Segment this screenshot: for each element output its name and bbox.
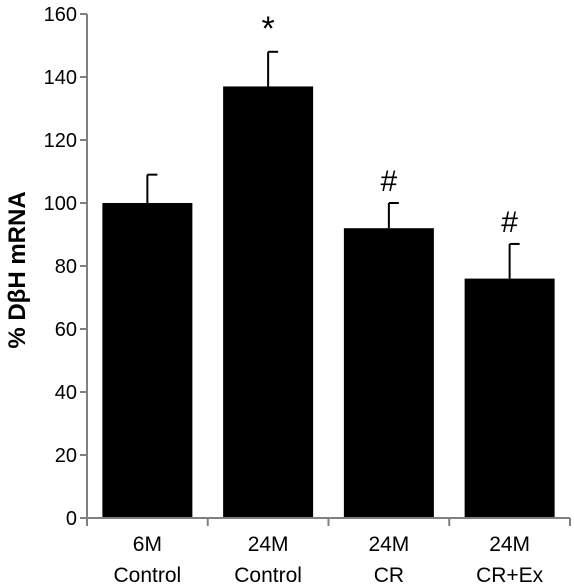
significance-marker-2: # bbox=[381, 165, 398, 198]
x-tick-label-2-0: 24M bbox=[368, 533, 409, 556]
x-tick-label-1-0: 24M bbox=[248, 533, 289, 556]
bar-3 bbox=[464, 278, 555, 518]
x-tick-label-2-1: CR bbox=[374, 564, 404, 587]
x-tick-label-0-1: Control bbox=[114, 564, 182, 587]
x-tick-label-3-1: CR+Ex bbox=[476, 564, 544, 587]
y-tick-label-2: 40 bbox=[55, 382, 77, 404]
bar-0 bbox=[102, 203, 193, 518]
bar-1 bbox=[223, 86, 314, 518]
y-tick-label-6: 120 bbox=[44, 130, 77, 152]
y-tick-label-0: 0 bbox=[66, 508, 77, 530]
y-tick-label-7: 140 bbox=[44, 67, 77, 89]
x-tick-label-0-0: 6M bbox=[133, 533, 162, 556]
x-tick-label-1-1: Control bbox=[234, 564, 302, 587]
significance-marker-1: * bbox=[262, 10, 275, 48]
significance-marker-3: # bbox=[501, 206, 518, 239]
x-tick-label-3-0: 24M bbox=[489, 533, 530, 556]
y-tick-label-1: 20 bbox=[55, 445, 77, 467]
bar-2 bbox=[343, 228, 434, 518]
axes-layer bbox=[80, 13, 571, 526]
y-axis-label: % DβH mRNA bbox=[4, 191, 31, 348]
y-tick-label-5: 100 bbox=[44, 193, 77, 215]
y-tick-label-3: 60 bbox=[55, 319, 77, 341]
y-tick-label-4: 80 bbox=[55, 256, 77, 278]
y-tick-label-8: 160 bbox=[44, 4, 77, 26]
bars-layer bbox=[102, 50, 555, 518]
labels-layer: 6M Control * 24M Control #24M CR #24M CR+Ex 0 20 40… bbox=[44, 4, 544, 587]
